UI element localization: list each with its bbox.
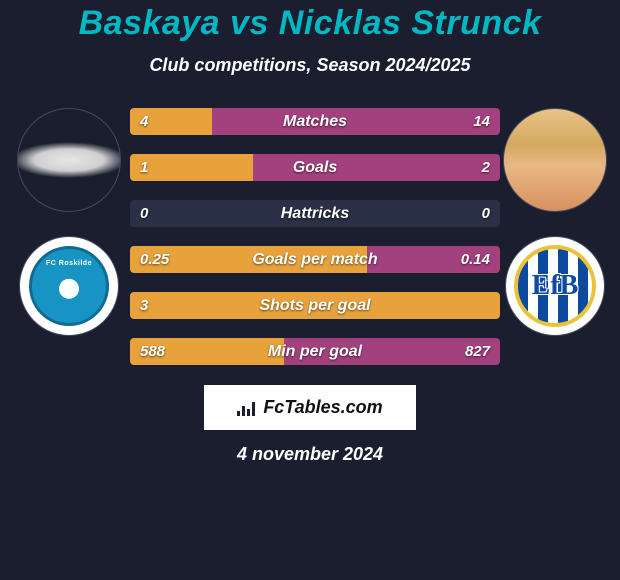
stat-fill-left [130, 292, 500, 319]
content-row: FC Roskilde 414Matches12Goals00Hattricks… [0, 108, 620, 365]
stat-fill-right [212, 108, 500, 135]
stat-value-right: 0 [472, 200, 500, 227]
left-player-column: FC Roskilde [8, 108, 130, 365]
stat-row: 414Matches [130, 108, 500, 135]
stat-row: 0.250.14Goals per match [130, 246, 500, 273]
watermark-text: FcTables.com [263, 397, 382, 418]
chart-icon [237, 400, 257, 416]
roskilde-badge-inner: FC Roskilde [29, 246, 109, 326]
stat-value-right: 827 [455, 338, 500, 365]
player-right-avatar [503, 108, 607, 212]
player-right-club-badge: EfB [505, 236, 605, 336]
right-player-column: EfB [500, 108, 610, 365]
page-title: Baskaya vs Nicklas Strunck [0, 4, 620, 43]
player-left-avatar [17, 108, 121, 212]
stat-row: 3Shots per goal [130, 292, 500, 319]
snapshot-date: 4 november 2024 [0, 444, 620, 465]
stat-value-right: 0.14 [451, 246, 500, 273]
roskilde-seal-icon [47, 269, 91, 313]
stat-value-left: 588 [130, 338, 175, 365]
stat-value-left: 3 [130, 292, 158, 319]
stat-value-left: 4 [130, 108, 158, 135]
watermark-badge: FcTables.com [204, 385, 416, 430]
stat-value-right: 2 [472, 154, 500, 181]
stat-row: 12Goals [130, 154, 500, 181]
stat-row: 588827Min per goal [130, 338, 500, 365]
stat-bars-column: 414Matches12Goals00Hattricks0.250.14Goal… [130, 108, 500, 365]
player-left-club-badge: FC Roskilde [19, 236, 119, 336]
comparison-card: Baskaya vs Nicklas Strunck Club competit… [0, 0, 620, 465]
stat-fill-right [253, 154, 500, 181]
club-right-name: EfB [532, 270, 579, 302]
stat-value-left: 0 [130, 200, 158, 227]
stat-row: 00Hattricks [130, 200, 500, 227]
stat-value-left: 1 [130, 154, 158, 181]
stat-value-left: 0.25 [130, 246, 179, 273]
season-subtitle: Club competitions, Season 2024/2025 [0, 55, 620, 76]
stat-value-right [480, 292, 500, 319]
club-left-name: FC Roskilde [46, 260, 92, 267]
stat-value-right: 14 [463, 108, 500, 135]
